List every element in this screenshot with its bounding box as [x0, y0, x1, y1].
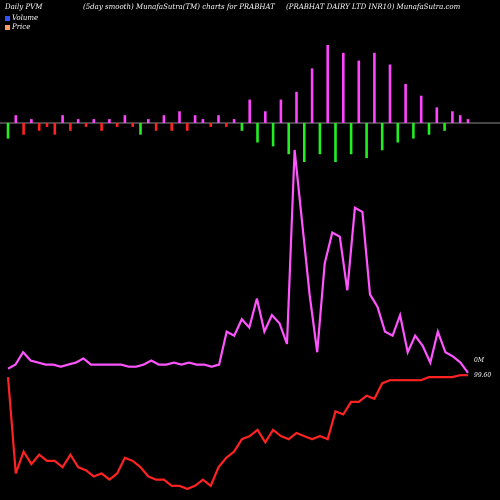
- volume-bar: [92, 119, 96, 123]
- price-end-label: 99.60: [474, 372, 491, 379]
- volume-bar: [6, 123, 10, 139]
- volume-bar: [14, 115, 18, 123]
- chart-label-left: Daily PVM: [5, 3, 43, 11]
- volume-bar: [279, 99, 283, 123]
- volume-bar: [271, 123, 275, 147]
- volume-bar: [287, 123, 290, 155]
- volume-bar: [53, 123, 57, 135]
- volume-bar: [84, 123, 88, 127]
- volume-bar: [37, 123, 41, 131]
- volume-bars: [6, 45, 470, 162]
- legend-price: Price: [5, 23, 30, 31]
- volume-bar: [396, 123, 400, 143]
- volume-bar: [178, 111, 181, 123]
- legend-price-label: Price: [12, 23, 31, 31]
- volume-line: [7, 149, 469, 374]
- volume-bar: [458, 115, 462, 123]
- volume-bar: [131, 123, 134, 127]
- volume-bar: [69, 123, 72, 131]
- volume-bar: [186, 123, 189, 131]
- volume-bar: [427, 123, 431, 135]
- volume-bar: [193, 115, 197, 123]
- volume-bar: [139, 123, 142, 135]
- volume-bar: [443, 123, 446, 131]
- volume-bar: [380, 123, 384, 151]
- volume-bar: [22, 123, 25, 135]
- volume-bar: [373, 52, 376, 123]
- volume-bar: [264, 111, 267, 123]
- volume-bar: [248, 99, 251, 123]
- volume-bar: [201, 119, 205, 123]
- volume-bar: [108, 119, 111, 123]
- volume-bar: [115, 123, 119, 127]
- volume-bar: [76, 119, 80, 123]
- volume-bar: [412, 123, 415, 139]
- volume-bar: [162, 115, 166, 123]
- legend-volume-swatch: [5, 15, 10, 21]
- volume-bar: [318, 123, 322, 155]
- volume-bar: [170, 123, 173, 131]
- chart-title: (5day smooth) MunafaSutra(TM) charts for…: [83, 3, 275, 11]
- volume-bar: [334, 123, 337, 162]
- volume-bar: [349, 123, 353, 155]
- legend-volume-label: Volume: [12, 14, 39, 22]
- volume-end-label: 0M: [474, 357, 485, 364]
- volume-bar: [232, 119, 236, 123]
- volume-bar: [435, 107, 439, 123]
- volume-bar: [295, 91, 298, 123]
- volume-bar: [388, 64, 392, 123]
- volume-bar: [365, 123, 368, 159]
- volume-bar: [123, 115, 127, 123]
- volume-bar: [61, 115, 64, 123]
- volume-bar: [310, 68, 314, 123]
- volume-bar: [326, 45, 329, 123]
- volume-bar: [217, 115, 220, 123]
- volume-bar: [404, 84, 407, 123]
- price-line: [6, 374, 468, 491]
- volume-bar: [209, 123, 212, 127]
- volume-bar: [30, 119, 33, 123]
- volume-bar: [466, 119, 470, 123]
- volume-bar: [357, 60, 361, 123]
- volume-bar: [240, 123, 244, 131]
- volume-bar: [256, 123, 259, 143]
- volume-bar: [303, 123, 306, 162]
- volume-bar: [100, 123, 103, 131]
- volume-bar: [154, 123, 158, 131]
- volume-bar: [342, 52, 345, 123]
- volume-bar: [419, 95, 423, 123]
- legend-price-swatch: [5, 24, 10, 30]
- volume-bar: [451, 111, 454, 123]
- legend-volume: Volume: [5, 14, 38, 22]
- volume-bar: [225, 123, 228, 127]
- volume-bar: [45, 123, 49, 127]
- chart-source: (PRABHAT DAIRY LTD INR10) MunafaSutra.co…: [286, 3, 461, 11]
- volume-bar: [147, 119, 150, 123]
